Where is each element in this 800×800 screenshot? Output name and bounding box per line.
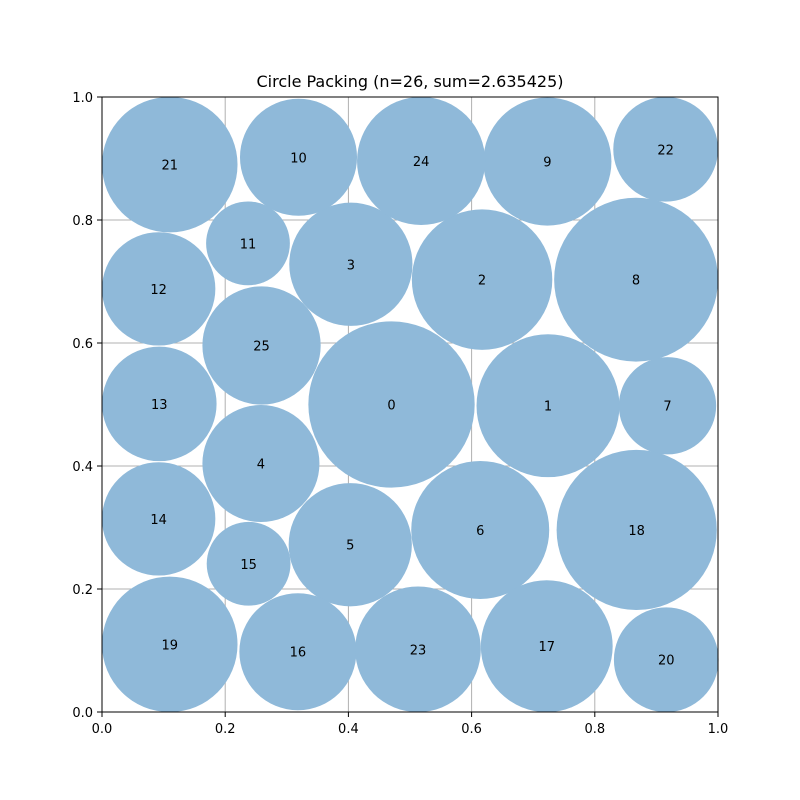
circle-label-20: 20: [658, 654, 675, 669]
circle-label-15: 15: [240, 558, 257, 573]
circle-16: [239, 593, 357, 711]
circle-label-18: 18: [628, 524, 645, 539]
circle-label-4: 4: [257, 458, 265, 473]
circle-label-24: 24: [413, 155, 430, 170]
circle-label-2: 2: [478, 274, 486, 289]
circle-12: [102, 232, 216, 346]
circle-label-21: 21: [161, 159, 178, 174]
y-tick-label: 0.0: [72, 706, 93, 721]
circle-17: [480, 580, 613, 713]
y-tick-label: 0.6: [72, 337, 93, 352]
circle-label-7: 7: [663, 400, 671, 415]
circle-10: [239, 98, 358, 216]
circle-8: [554, 197, 719, 362]
circle-label-0: 0: [387, 399, 395, 414]
circle-9: [483, 97, 612, 226]
circle-24: [357, 96, 486, 226]
x-tick-label: 0.8: [584, 722, 605, 737]
x-tick-label: 0.0: [92, 722, 113, 737]
circle-layer: [101, 96, 719, 713]
circle-22: [613, 96, 718, 202]
circle-15: [206, 521, 291, 606]
x-tick-label: 0.4: [338, 722, 359, 737]
circle-label-6: 6: [476, 524, 484, 539]
circle-21: [101, 96, 238, 233]
y-tick-label: 0.4: [72, 460, 93, 475]
circle-13: [102, 346, 217, 462]
circle-11: [206, 201, 290, 286]
circle-3: [289, 202, 413, 326]
circle-4: [202, 405, 320, 523]
circle-label-17: 17: [538, 640, 555, 655]
circle-label-19: 19: [161, 638, 178, 653]
circle-label-14: 14: [150, 513, 167, 528]
circle-label-12: 12: [150, 283, 167, 298]
circle-25: [202, 286, 321, 405]
x-tick-label: 0.2: [215, 722, 236, 737]
circle-19: [101, 576, 238, 713]
circle-23: [355, 586, 481, 713]
circle-label-13: 13: [151, 398, 168, 413]
circle-label-16: 16: [290, 646, 307, 661]
circle-7: [618, 357, 717, 455]
chart-title: Circle Packing (n=26, sum=2.635425): [256, 72, 563, 91]
circle-5: [288, 483, 412, 607]
circle-2: [411, 209, 553, 350]
circle-20: [613, 607, 719, 713]
circle-label-11: 11: [240, 237, 257, 252]
circle-14: [102, 462, 216, 576]
plot-frame: [101, 96, 719, 713]
circle-18: [556, 449, 717, 611]
circle-label-8: 8: [632, 274, 640, 289]
circle-1: [476, 334, 620, 478]
x-tick-label: 1.0: [708, 722, 729, 737]
circle-label-3: 3: [347, 258, 355, 273]
y-tick-label: 0.2: [72, 583, 93, 598]
circle-6: [411, 460, 550, 599]
y-tick-label: 1.0: [72, 91, 93, 106]
x-tick-label: 0.6: [461, 722, 482, 737]
circle-label-10: 10: [290, 151, 307, 166]
circle-label-22: 22: [657, 143, 674, 158]
y-tick-label: 0.8: [72, 214, 93, 229]
circle-label-5: 5: [346, 539, 354, 554]
axis-layer: 0.0 0.2 0.4 0.6 0.8 1.0 0.0 0.2 0.4 0.6 0.8 1.0: [72, 91, 728, 737]
circle-label-1: 1: [544, 400, 552, 415]
circle-label-25: 25: [253, 339, 270, 354]
circle-0: [308, 321, 475, 488]
circle-label-9: 9: [543, 156, 551, 171]
circle-label-23: 23: [410, 643, 427, 658]
